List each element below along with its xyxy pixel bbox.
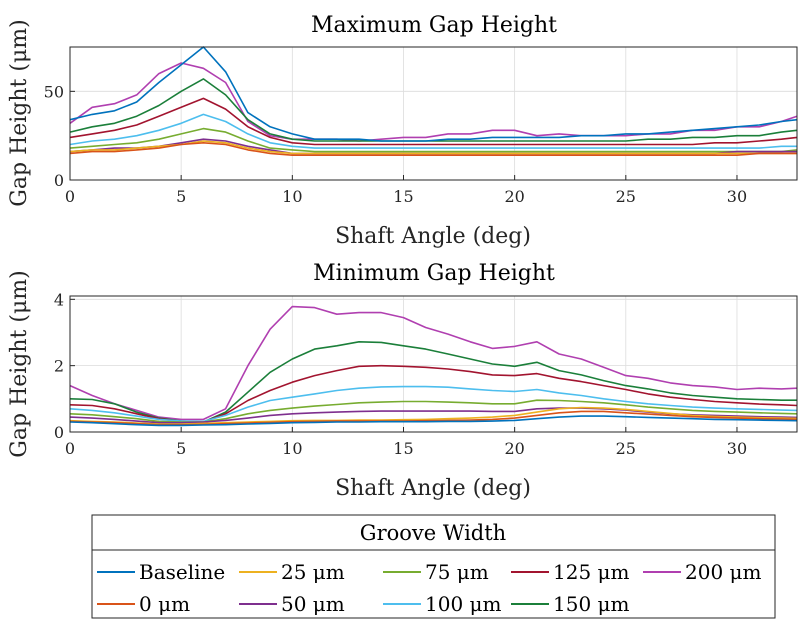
min-series-line-baseline bbox=[69, 415, 798, 427]
min-series-line-125um bbox=[69, 364, 798, 423]
max-series-line-0um bbox=[69, 142, 797, 156]
min-xtick-label: 0 bbox=[65, 439, 75, 458]
legend-label-50um: 50 μm bbox=[281, 592, 345, 616]
max-ytick-label: 0 bbox=[54, 171, 64, 190]
max-ytick-label: 50 bbox=[44, 82, 64, 101]
max-chart-frame bbox=[69, 46, 798, 181]
max-chart-title: Maximum Gap Height bbox=[311, 13, 557, 38]
max-series-line-200um bbox=[69, 62, 798, 142]
min-xtick-label: 30 bbox=[727, 439, 747, 458]
max-chart-ticks: 0 5 10 15 20 25 30 0 50 bbox=[44, 82, 748, 206]
legend-label-baseline: Baseline bbox=[139, 560, 225, 584]
max-series-line-25um bbox=[69, 140, 797, 155]
max-gap-chart: Maximum Gap Height 0 5 10 15 20 25 30 0 50 Shaft… bbox=[7, 13, 798, 249]
max-series-line-100um bbox=[69, 113, 797, 149]
max-xtick-label: 10 bbox=[282, 187, 302, 206]
max-xtick-label: 30 bbox=[727, 187, 747, 206]
legend-label-25um: 25 μm bbox=[281, 560, 345, 584]
min-ytick-label: 4 bbox=[54, 290, 64, 309]
min-xtick-label: 5 bbox=[176, 439, 186, 458]
min-ytick-label: 0 bbox=[54, 423, 64, 442]
legend: Groove Width Baseline 25 μm 75 μm 125 μm 200… bbox=[91, 514, 776, 619]
max-series-line-125um bbox=[69, 97, 798, 146]
min-xtick-label: 20 bbox=[504, 439, 524, 458]
min-chart-ylabel: Gap Height (μm) bbox=[7, 270, 32, 457]
min-chart-frame bbox=[69, 295, 798, 433]
legend-label-200um: 200 μm bbox=[685, 560, 762, 584]
min-chart-ticks: 0 5 10 15 20 25 30 0 2 4 bbox=[54, 290, 747, 458]
legend-label-150um: 150 μm bbox=[553, 592, 630, 616]
legend-title: Groove Width bbox=[360, 521, 506, 545]
max-chart-grid bbox=[70, 47, 797, 180]
legend-label-125um: 125 μm bbox=[553, 560, 630, 584]
max-chart-series bbox=[69, 46, 798, 156]
min-xtick-label: 10 bbox=[282, 439, 302, 458]
legend-label-100um: 100 μm bbox=[425, 592, 502, 616]
min-chart-series bbox=[69, 305, 798, 427]
max-series-line-150um bbox=[69, 78, 798, 142]
max-xtick-label: 25 bbox=[616, 187, 636, 206]
max-xtick-label: 15 bbox=[393, 187, 413, 206]
min-xtick-label: 25 bbox=[616, 439, 636, 458]
max-chart-xlabel: Shaft Angle (deg) bbox=[335, 224, 531, 249]
max-xtick-label: 5 bbox=[176, 187, 186, 206]
max-chart-ylabel: Gap Height (μm) bbox=[7, 19, 32, 206]
min-series-line-25um bbox=[69, 406, 798, 425]
min-gap-chart: Minimum Gap Height 0 5 10 15 20 25 30 0 2 4 Shaft… bbox=[7, 261, 798, 501]
legend-box bbox=[91, 514, 776, 619]
max-xtick-label: 0 bbox=[65, 187, 75, 206]
max-series-line-75um bbox=[69, 127, 798, 153]
min-chart-title: Minimum Gap Height bbox=[313, 261, 555, 286]
max-xtick-label: 20 bbox=[504, 187, 524, 206]
legend-entries: Baseline 25 μm 75 μm 125 μm 200 μm 0 μm 50 μm 1… bbox=[97, 560, 762, 616]
min-xtick-label: 15 bbox=[393, 439, 413, 458]
min-series-line-200um bbox=[69, 305, 798, 421]
legend-label-75um: 75 μm bbox=[425, 560, 489, 584]
min-ytick-label: 2 bbox=[54, 357, 64, 376]
min-chart-xlabel: Shaft Angle (deg) bbox=[335, 476, 531, 501]
max-series-line-baseline bbox=[69, 46, 798, 142]
legend-label-0um: 0 μm bbox=[139, 592, 190, 616]
